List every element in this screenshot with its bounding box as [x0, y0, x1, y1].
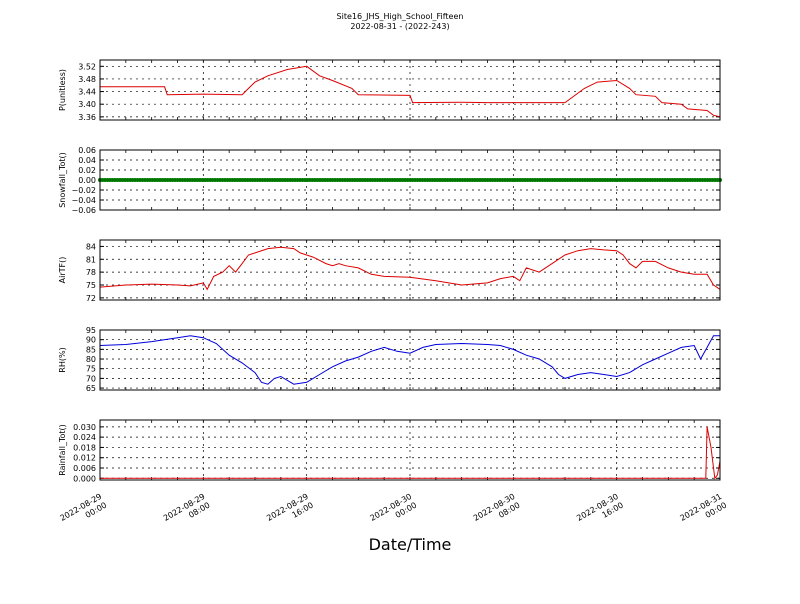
- panel-frame: [99, 419, 721, 481]
- y-axis-label: AirTF(): [58, 257, 67, 284]
- panel-2: 0.060.040.020.00−0.02−0.04−0.06 Snowfall_…: [58, 146, 722, 215]
- y-tick-label: −0.04: [71, 196, 96, 205]
- y-tick-label: 75: [86, 281, 96, 290]
- y-axis-label: Rainfall_Tot(): [58, 424, 67, 476]
- panel-1: 3.52 3.48 3.44 3.40 3.36 P(unitless): [58, 59, 721, 122]
- panel-frame: [99, 149, 721, 211]
- series-line: [100, 335, 720, 385]
- y-axis-label: Snowfall_Tot(): [58, 152, 67, 208]
- y-tick-label: −0.02: [71, 186, 96, 195]
- y-tick-label: 81: [86, 255, 96, 264]
- chart-panels: 3.523.483.443.403.36P(unitless)0.060.040…: [58, 59, 722, 483]
- y-tick-label: 3.52: [78, 62, 96, 71]
- y-tick-label: 0.012: [73, 454, 96, 463]
- y-tick-label: −0.06: [71, 206, 96, 215]
- series-markers: [98, 178, 722, 182]
- y-tick-label: 3.36: [78, 113, 96, 122]
- y-tick-label: 0.00: [78, 176, 96, 185]
- y-tick-label: 3.40: [78, 100, 96, 109]
- y-tick-label: 0.04: [78, 156, 96, 165]
- y-tick-label: 90: [86, 336, 96, 345]
- panel-frame: [99, 329, 721, 391]
- x-axis-label: Date/Time: [369, 535, 452, 554]
- y-axis-label: RH(%): [58, 347, 67, 372]
- y-tick-label: 95: [86, 326, 96, 335]
- series-line: [100, 65, 720, 118]
- panel-frame: [99, 239, 721, 301]
- y-axis-label: P(unitless): [58, 69, 67, 111]
- y-tick-label: 3.44: [78, 88, 96, 97]
- y-tick-label: 0.018: [73, 443, 96, 452]
- y-tick-label: 0.006: [73, 464, 96, 473]
- y-tick-label: 0.030: [73, 423, 96, 432]
- y-tick-label: 70: [86, 374, 96, 383]
- panel-frame: [99, 59, 721, 121]
- y-tick-label: 3.48: [78, 75, 96, 84]
- series-line: [100, 426, 720, 480]
- y-tick-label: 80: [86, 355, 96, 364]
- y-tick-label: 78: [86, 268, 96, 277]
- y-tick-label: 0.024: [73, 433, 96, 442]
- y-tick-label: 72: [86, 294, 96, 303]
- y-tick-label: 84: [86, 242, 96, 251]
- chart-subtitle: 2022-08-31 - (2022-243): [350, 22, 449, 31]
- panel-3: 84 81 78 75 72 AirTF(): [58, 239, 721, 303]
- y-tick-label: 75: [86, 365, 96, 374]
- y-tick-label: 0.000: [73, 474, 96, 483]
- y-tick-label: 85: [86, 345, 96, 354]
- y-tick-label: 0.06: [78, 146, 96, 155]
- y-tick-label: 65: [86, 384, 96, 393]
- series-line: [100, 246, 720, 291]
- y-tick-label: 0.02: [78, 166, 96, 175]
- chart-title: Site16_JHS_High_School_Fifteen: [337, 12, 464, 21]
